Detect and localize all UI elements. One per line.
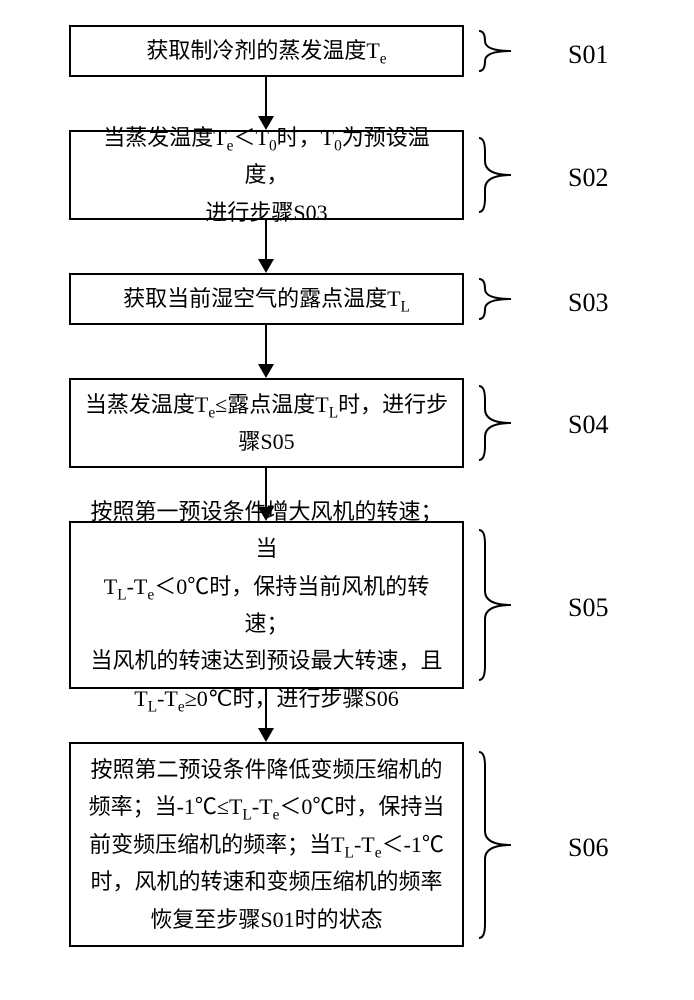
step-label: S01 [568,42,608,68]
step-label: S02 [568,165,608,191]
step-label: S05 [568,595,608,621]
flow-step-text: 按照第一预设条件增大风机的转速；当TL-Te＜0℃时，保持当前风机的转速；当风机… [83,493,450,717]
flow-step-text: 按照第二预设条件降低变频压缩机的频率；当-1℃≤TL-Te＜0℃时，保持当前变频… [89,751,445,938]
flow-step-text: 当蒸发温度Te≤露点温度TL时，进行步骤S05 [85,386,448,461]
flow-step: 当蒸发温度Te≤露点温度TL时，进行步骤S05 [69,378,464,468]
flow-step: 当蒸发温度Te＜T0时，T0为预设温度，进行步骤S03 [69,130,464,220]
flow-step: 按照第一预设条件增大风机的转速；当TL-Te＜0℃时，保持当前风机的转速；当风机… [69,521,464,689]
flow-step: 获取制冷剂的蒸发温度Te [69,25,464,77]
flow-step: 获取当前湿空气的露点温度TL [69,273,464,325]
step-label: S04 [568,412,608,438]
flow-step-text: 当蒸发温度Te＜T0时，T0为预设温度，进行步骤S03 [83,119,450,231]
step-label: S03 [568,290,608,316]
step-label: S06 [568,835,608,861]
flow-step-text: 获取当前湿空气的露点温度TL [123,280,410,317]
flowchart-canvas: 获取制冷剂的蒸发温度Te S01 当蒸发温度Te＜T0时，T0为预设温度，进行步骤S… [0,0,694,1000]
flow-step: 按照第二预设条件降低变频压缩机的频率；当-1℃≤TL-Te＜0℃时，保持当前变频… [69,742,464,947]
flow-step-text: 获取制冷剂的蒸发温度Te [146,32,386,69]
